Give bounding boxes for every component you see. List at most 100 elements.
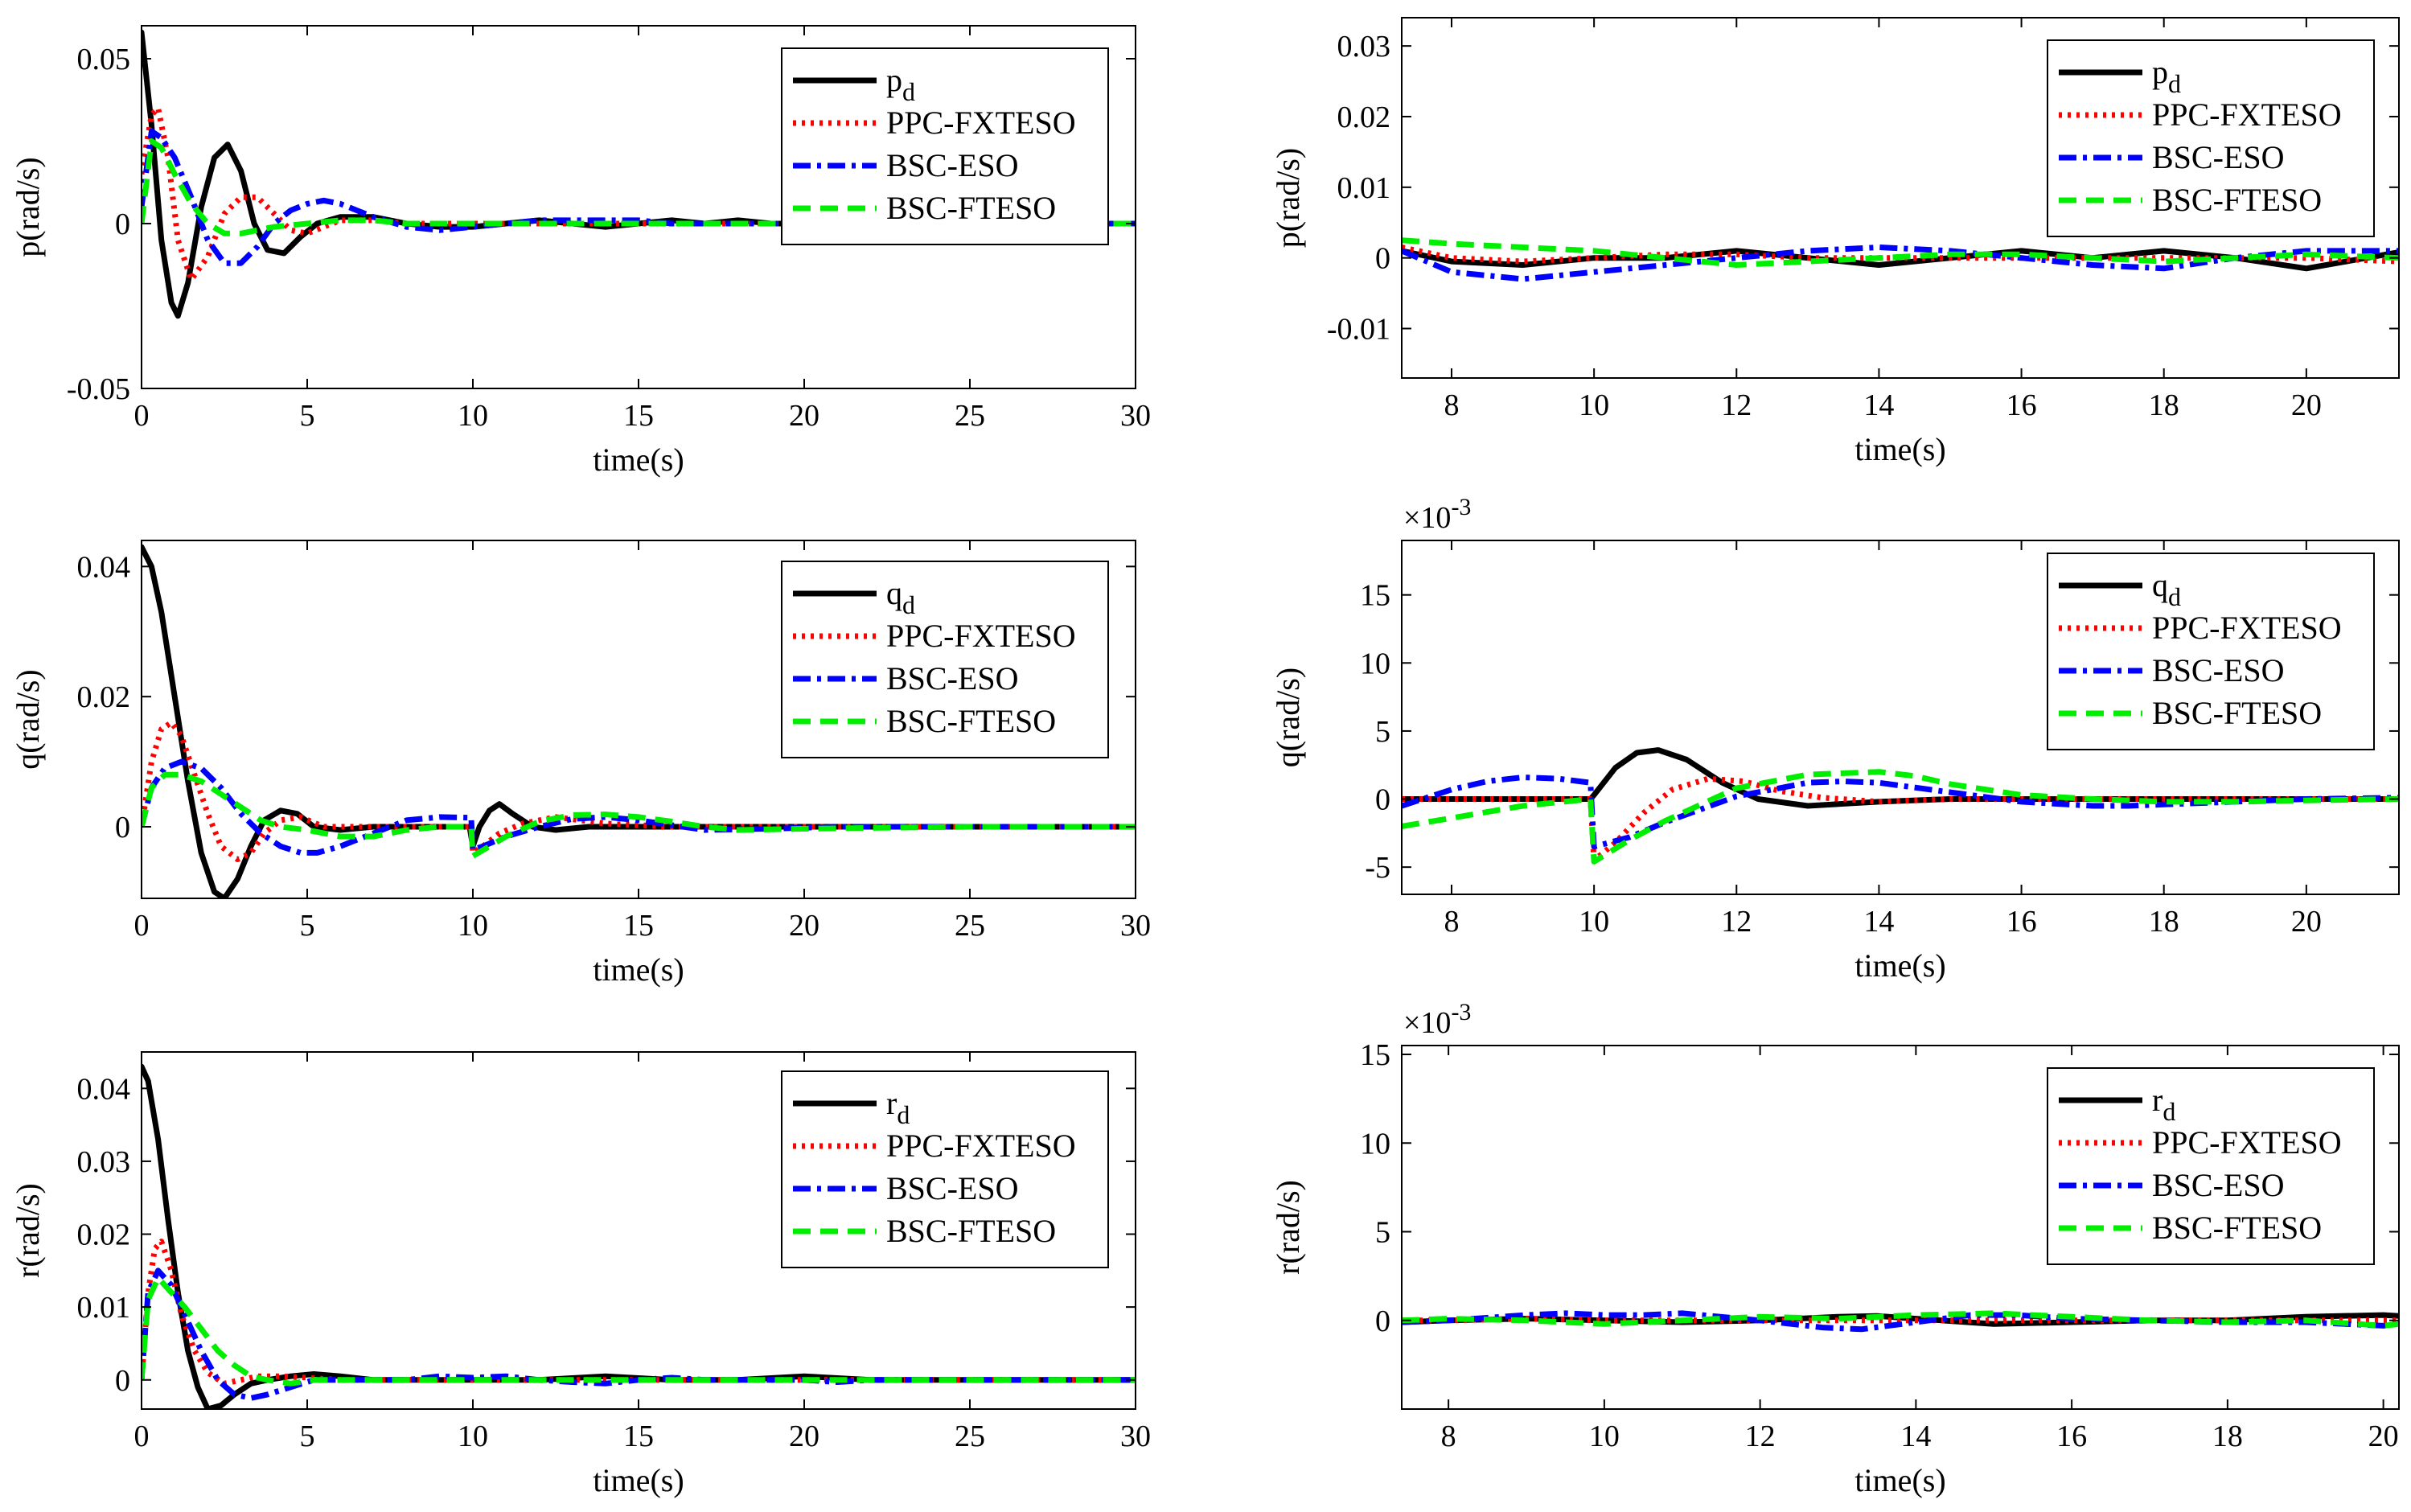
y-tick-label: 0.04 [77, 550, 131, 584]
series-line-BSC-FTESO [1402, 237, 2399, 268]
y-tick-label: 0 [1375, 242, 1390, 276]
legend-label: PPC-FXTESO [2152, 97, 2342, 133]
x-axis-label: time(s) [1854, 1462, 1945, 1498]
x-tick-label: 15 [623, 909, 654, 943]
x-tick-label: 20 [2368, 1420, 2399, 1453]
x-tick-label: 5 [300, 909, 315, 943]
chart-p_full: 0 5 10 15 20 25 30-0.0500.05time(s)p(rad/s)pdP… [10, 25, 1151, 478]
x-axis-label: time(s) [593, 1462, 684, 1498]
legend-label: rd [886, 1085, 910, 1129]
legend-label: rd [2152, 1082, 2175, 1126]
x-tick-label: 0 [134, 1420, 150, 1453]
y-tick-label: 0.05 [77, 43, 131, 76]
legend-label: BSC-ESO [886, 147, 1019, 183]
series-line-BSC-FTESO [142, 1275, 1136, 1387]
y-axis-label: r(rad/s) [1270, 1180, 1306, 1275]
x-tick-label: 10 [1579, 388, 1609, 422]
series-line-BSC-FTESO [142, 138, 1136, 236]
x-tick-label: 10 [1579, 905, 1609, 939]
x-tick-label: 10 [1589, 1420, 1620, 1453]
chart-p_zoom: 8 10 12 14 16 18 20 -0.01 0 0.01 0.02 0.03 time(s) p(… [1270, 17, 2400, 467]
legend-label: BSC-FTESO [2152, 1210, 2322, 1246]
y-tick-label: 0.02 [1337, 101, 1391, 134]
legend-label: BSC-ESO [886, 1170, 1019, 1206]
y-tick-label: -0.01 [1327, 313, 1390, 347]
legend-label: PPC-FXTESO [2152, 610, 2342, 646]
chart-q_full: 0 5 10 15 20 25 30 0 0.02 0.04 time(s) q(rad/s) qdPP… [10, 540, 1151, 988]
axes-box [1401, 1045, 2400, 1410]
y-tick-label: 10 [1360, 647, 1390, 680]
x-tick-label: 30 [1120, 399, 1151, 433]
series-line-PPC-FXTESO [142, 720, 1136, 862]
legend-label: BSC-FTESO [886, 190, 1056, 226]
y-tick-label: 0.02 [77, 680, 131, 714]
x-tick-label: 25 [955, 909, 985, 943]
y-tick-label: 15 [1360, 1038, 1390, 1072]
x-tick-label: 8 [1441, 1420, 1456, 1453]
series-line-p_d [1402, 248, 2399, 272]
series-line-BSC-ESO [1402, 1310, 2399, 1333]
series-line-BSC-ESO [142, 758, 1136, 856]
y-tick-label: -0.05 [67, 372, 130, 406]
chart-r_zoom: 8 10 12 14 16 18 20 0 5 10 15 time(s) r(rad/s) ×10-3 r… [1270, 999, 2400, 1498]
y-axis-label: q(rad/s) [1270, 668, 1306, 767]
y-tick-label: -5 [1365, 851, 1390, 885]
legend-label: pd [886, 62, 915, 106]
x-tick-label: 25 [955, 1420, 985, 1453]
legend-label: BSC-FTESO [2152, 695, 2322, 731]
y-tick-label: 0 [1375, 783, 1390, 817]
x-axis-label: time(s) [1854, 431, 1945, 467]
x-tick-label: 15 [623, 399, 654, 433]
x-tick-label: 8 [1444, 388, 1460, 422]
series-line-BSC-FTESO [1402, 769, 2399, 865]
x-tick-label: 20 [789, 399, 819, 433]
x-tick-label: 30 [1120, 1420, 1151, 1453]
legend-label: BSC-ESO [2152, 652, 2285, 688]
y-axis-label: r(rad/s) [10, 1183, 46, 1278]
y-axis-label: p(rad/s) [10, 157, 46, 257]
x-tick-label: 10 [458, 1420, 488, 1453]
x-tick-label: 20 [2291, 388, 2322, 422]
legend-label: PPC-FXTESO [2152, 1124, 2342, 1161]
axes-box [1401, 17, 2400, 379]
x-tick-label: 5 [300, 399, 315, 433]
y-multiplier: ×10-3 [1403, 999, 1471, 1040]
legend-label: BSC-FTESO [2152, 182, 2322, 218]
y-axis-label: q(rad/s) [10, 669, 46, 769]
series-line-BSC-ESO [1402, 244, 2399, 282]
x-tick-label: 12 [1721, 388, 1752, 422]
legend-label: BSC-ESO [2152, 139, 2285, 175]
y-tick-label: 0.03 [1337, 30, 1391, 64]
y-tick-label: 15 [1360, 579, 1390, 613]
series-line-q_d [142, 544, 1136, 898]
x-tick-label: 16 [2056, 1420, 2087, 1453]
legend-label: PPC-FXTESO [886, 105, 1076, 141]
x-tick-label: 0 [134, 399, 150, 433]
x-tick-label: 30 [1120, 909, 1151, 943]
x-tick-label: 8 [1444, 905, 1460, 939]
legend-label: PPC-FXTESO [886, 618, 1076, 654]
x-tick-label: 12 [1721, 905, 1752, 939]
legend-label: BSC-ESO [886, 660, 1019, 696]
series-line-BSC-ESO [1402, 774, 2399, 850]
x-tick-label: 0 [134, 909, 150, 943]
x-tick-label: 10 [458, 909, 488, 943]
x-tick-label: 18 [2149, 388, 2179, 422]
x-tick-label: 18 [2212, 1420, 2243, 1453]
series-line-BSC-FTESO [142, 771, 1136, 859]
y-tick-label: 0.04 [77, 1072, 131, 1106]
legend-label: qd [2152, 567, 2181, 611]
x-tick-label: 25 [955, 399, 985, 433]
legend-label: BSC-FTESO [886, 1213, 1056, 1249]
y-tick-label: 0.01 [1337, 171, 1391, 205]
legend-box [781, 1070, 1109, 1268]
x-tick-label: 5 [300, 1420, 315, 1453]
x-axis-label: time(s) [593, 951, 684, 988]
x-tick-label: 20 [2291, 905, 2322, 939]
series-line-PPC-FXTESO [1402, 775, 2399, 864]
chart-q_zoom: 8 10 12 14 16 18 20 -5 0 5 10 15 time(s) q(rad/s) ×10-… [1270, 494, 2400, 984]
